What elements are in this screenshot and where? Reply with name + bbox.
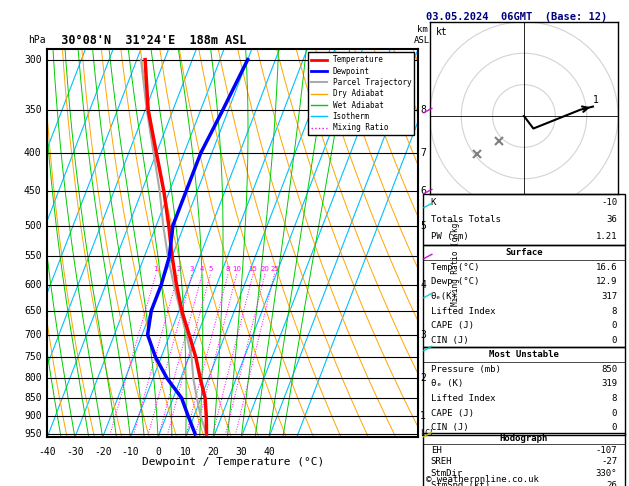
Text: 1: 1 [593,95,599,105]
Text: 12.9: 12.9 [596,278,617,286]
Text: 1.21: 1.21 [596,232,617,242]
Text: CIN (J): CIN (J) [431,423,469,432]
Text: -107: -107 [596,446,617,454]
Text: 15: 15 [248,266,257,272]
Text: 8: 8 [226,266,230,272]
Text: Lifted Index: Lifted Index [431,394,495,403]
Text: PW (cm): PW (cm) [431,232,469,242]
Text: -20: -20 [94,447,111,457]
Text: 319: 319 [601,380,617,388]
Text: Hodograph: Hodograph [500,434,548,443]
Text: 0: 0 [612,423,617,432]
Text: 4: 4 [420,280,426,290]
Text: CIN (J): CIN (J) [431,336,469,345]
Text: /: / [421,428,434,440]
Text: StmSpd (kt): StmSpd (kt) [431,481,490,486]
Text: 0: 0 [612,409,617,417]
Text: 5: 5 [208,266,213,272]
Text: -10: -10 [121,447,139,457]
Text: Pressure (mb): Pressure (mb) [431,365,501,374]
Text: 500: 500 [24,221,42,230]
Text: θₑ(K): θₑ(K) [431,292,458,301]
Text: kt: kt [435,27,447,37]
Text: 700: 700 [24,330,42,340]
Text: -40: -40 [38,447,56,457]
Text: /: / [421,185,434,197]
Text: Totals Totals: Totals Totals [431,215,501,225]
Text: km
ASL: km ASL [414,25,430,45]
Text: 300: 300 [24,54,42,65]
Text: Lifted Index: Lifted Index [431,307,495,315]
Text: 3: 3 [420,330,426,340]
Text: 650: 650 [24,306,42,316]
Text: 16.6: 16.6 [596,263,617,272]
Text: 2: 2 [420,373,426,383]
Text: 450: 450 [24,186,42,196]
Text: 20: 20 [208,447,220,457]
Text: 317: 317 [601,292,617,301]
X-axis label: Dewpoint / Temperature (°C): Dewpoint / Temperature (°C) [142,457,324,467]
Text: 5: 5 [420,221,426,230]
Text: 750: 750 [24,352,42,362]
Text: 20: 20 [260,266,269,272]
Text: 0: 0 [612,336,617,345]
Text: 600: 600 [24,280,42,290]
Text: /: / [421,342,434,355]
Text: 2: 2 [176,266,181,272]
Text: 0: 0 [155,447,161,457]
Text: /: / [421,289,434,302]
Text: 26: 26 [606,481,617,486]
Text: /: / [421,104,434,116]
Text: hPa: hPa [28,35,47,45]
Text: Temp (°C): Temp (°C) [431,263,479,272]
Legend: Temperature, Dewpoint, Parcel Trajectory, Dry Adiabat, Wet Adiabat, Isotherm, Mi: Temperature, Dewpoint, Parcel Trajectory… [308,52,415,135]
Text: StmDir: StmDir [431,469,463,478]
Text: 950: 950 [24,429,42,439]
Text: 350: 350 [24,104,42,115]
Text: 1: 1 [420,412,426,421]
Text: -10: -10 [601,198,617,208]
Text: 30°08'N  31°24'E  188m ASL: 30°08'N 31°24'E 188m ASL [47,35,247,48]
Text: 8: 8 [420,104,426,115]
Text: 850: 850 [601,365,617,374]
Text: SREH: SREH [431,457,452,466]
Text: 25: 25 [270,266,279,272]
Text: K: K [431,198,436,208]
Text: 400: 400 [24,148,42,158]
Text: 7: 7 [420,148,426,158]
Text: 36: 36 [606,215,617,225]
Text: © weatheronline.co.uk: © weatheronline.co.uk [426,474,538,484]
Text: CAPE (J): CAPE (J) [431,321,474,330]
Text: 550: 550 [24,251,42,261]
Text: 4: 4 [200,266,204,272]
Text: Mixing Ratio (g/kg): Mixing Ratio (g/kg) [451,219,460,306]
Text: 900: 900 [24,412,42,421]
Text: 10: 10 [180,447,192,457]
Text: 8: 8 [612,394,617,403]
Text: Most Unstable: Most Unstable [489,350,559,359]
Text: Dewp (°C): Dewp (°C) [431,278,479,286]
Text: 40: 40 [263,447,275,457]
Text: CAPE (J): CAPE (J) [431,409,474,417]
Text: EH: EH [431,446,442,454]
Text: 3: 3 [190,266,194,272]
Text: Surface: Surface [505,248,543,257]
Text: 03.05.2024  06GMT  (Base: 12): 03.05.2024 06GMT (Base: 12) [426,12,607,22]
Text: 800: 800 [24,373,42,383]
Text: 850: 850 [24,393,42,403]
Text: 1: 1 [153,266,159,272]
Text: 6: 6 [420,186,426,196]
Text: 10: 10 [232,266,242,272]
Text: -27: -27 [601,457,617,466]
Text: 30: 30 [235,447,247,457]
Text: LCL: LCL [420,430,435,438]
Text: /: / [421,199,434,212]
Text: -30: -30 [66,447,84,457]
Text: /: / [421,250,434,263]
Text: 330°: 330° [596,469,617,478]
Text: θₑ (K): θₑ (K) [431,380,463,388]
Text: 0: 0 [612,321,617,330]
Text: 8: 8 [612,307,617,315]
